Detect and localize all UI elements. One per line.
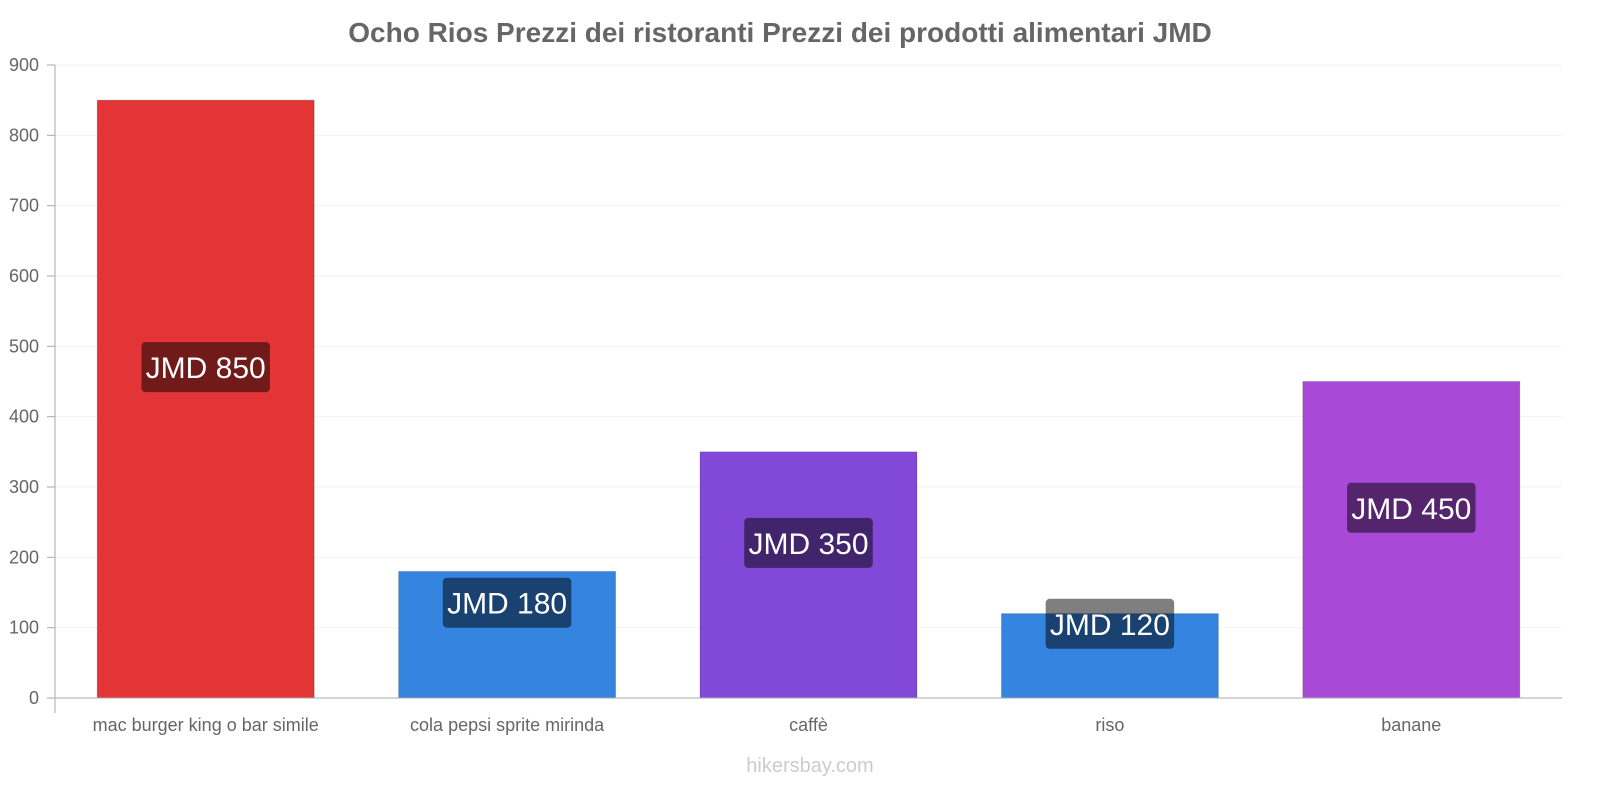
y-tick-label: 600	[9, 266, 39, 286]
y-tick-label: 200	[9, 547, 39, 567]
y-tick-label: 700	[9, 196, 39, 216]
y-tick-label: 800	[9, 125, 39, 145]
data-label-bg	[141, 342, 270, 393]
bar	[96, 99, 315, 699]
y-tick-label: 100	[9, 618, 39, 638]
bar	[699, 451, 918, 699]
data-label: JMD 120	[1050, 609, 1170, 642]
x-tick-label: caffè	[789, 715, 828, 735]
y-tick-label: 500	[9, 336, 39, 356]
chart-title: Ocho Rios Prezzi dei ristoranti Prezzi d…	[348, 17, 1212, 48]
data-label: JMD 180	[447, 588, 567, 621]
bar	[1302, 381, 1521, 699]
y-tick-label: 300	[9, 477, 39, 497]
y-tick-label: 400	[9, 407, 39, 427]
x-tick-label: cola pepsi sprite mirinda	[410, 715, 605, 735]
x-tick-label: mac burger king o bar simile	[93, 715, 319, 735]
x-tick-label: riso	[1095, 715, 1124, 735]
y-tick-label: 900	[9, 55, 39, 75]
bars: JMD 850 JMD 180 JMD 350 JMD 120 JMD 450	[96, 99, 1521, 699]
data-label-bg	[1347, 482, 1476, 533]
watermark: hikersbay.com	[746, 755, 873, 777]
data-label-bg	[744, 517, 873, 568]
data-label: JMD 350	[748, 528, 868, 561]
y-tick-label: 0	[29, 688, 39, 708]
data-label-bg	[442, 577, 572, 628]
x-tick-label: banane	[1381, 715, 1441, 735]
data-label: JMD 850	[146, 352, 266, 385]
data-label-bg	[1045, 598, 1175, 649]
data-label: JMD 450	[1351, 493, 1471, 526]
axes: 0 100 200 300 400 500 600 700 800 900 mac burger k…	[9, 55, 1562, 735]
